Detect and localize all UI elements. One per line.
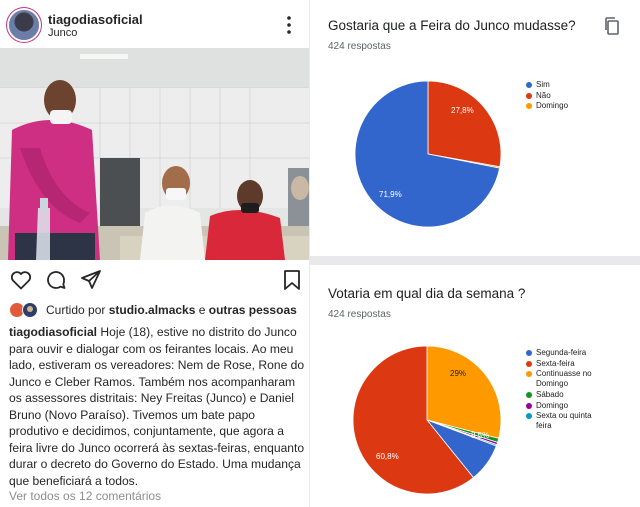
legend-item-segunda-feira: Segunda-feira	[526, 348, 606, 359]
pie-chart	[352, 345, 502, 495]
legend-swatch	[526, 413, 532, 419]
liked-by: Curtido por studio.almacks e outras pess…	[9, 301, 304, 319]
legend-swatch	[526, 103, 532, 109]
liked-middle: e	[195, 303, 209, 317]
liked-user[interactable]: studio.almacks	[108, 303, 196, 317]
post-username[interactable]: tiagodiasoficial	[48, 12, 143, 27]
avatar[interactable]	[9, 10, 39, 40]
form-response-card-2: Votaria em qual dia da semana ? 424 resp…	[310, 265, 640, 507]
legend-label: Sim	[536, 80, 550, 89]
legend-item-sexta-feira: Sexta-feira	[526, 359, 606, 370]
legend-item-domingo: Domingo	[526, 101, 568, 112]
legend-label: Continuasse no Domingo	[536, 369, 592, 388]
legend-label: Sexta ou quinta feira	[536, 411, 592, 430]
slice-label-sexta: 60,8%	[376, 452, 399, 461]
pie-slice-continuasse-no-domingo[interactable]	[426, 345, 502, 439]
legend-item-continuasse-no-domingo: Continuasse no Domingo	[526, 369, 606, 390]
slice-label-nao: 27,8%	[451, 106, 474, 115]
pie-chart	[354, 80, 502, 228]
copy-icon[interactable]	[602, 16, 622, 36]
form-response-card-1: Gostaria que a Feira do Junco mudasse? 4…	[310, 0, 640, 256]
caption-username[interactable]: tiagodiasoficial	[9, 325, 98, 339]
legend-label: Domingo	[536, 101, 569, 110]
pie-slice-sim[interactable]	[354, 80, 501, 228]
legend-swatch	[526, 392, 532, 398]
legend-swatch	[526, 82, 532, 88]
pie-slice-sexta-feira[interactable]	[352, 345, 475, 495]
instagram-post: tiagodiasoficial Junco	[0, 0, 309, 507]
legend-swatch	[526, 402, 532, 409]
legend-label: Segunda-feira	[536, 348, 587, 357]
view-comments-link[interactable]: Ver todos os 12 comentários	[9, 489, 162, 503]
legend-label: Sexta-feira	[536, 358, 575, 368]
legend-label: Sábado	[536, 390, 564, 399]
legend-swatch	[526, 360, 532, 367]
question-title: Gostaria que a Feira do Junco mudasse?	[328, 18, 576, 33]
caption-text: Hoje (18), estive no distrito do Junco p…	[9, 325, 305, 488]
comment-icon[interactable]	[44, 268, 68, 292]
legend-swatch	[526, 92, 532, 99]
legend-item-domingo: Domingo	[526, 401, 606, 412]
liked-avatars[interactable]	[9, 302, 39, 318]
post-location[interactable]: Junco	[48, 27, 78, 39]
legend-item-sabado: Sábado	[526, 390, 606, 401]
legend-swatch	[526, 371, 532, 377]
legend-item-sexta-ou-quinta-feira: Sexta ou quinta feira	[526, 411, 606, 432]
legend-item-nao: Não	[526, 91, 568, 102]
more-vertical-icon[interactable]	[282, 14, 296, 36]
legend-label: Não	[536, 90, 551, 100]
post-header: tiagodiasoficial Junco	[0, 0, 309, 48]
heart-icon[interactable]	[9, 268, 33, 292]
slice-label-sim: 71,9%	[379, 190, 402, 199]
post-caption: tiagodiasoficial Hoje (18), estive no di…	[9, 324, 305, 489]
response-count: 424 respostas	[328, 309, 391, 320]
slice-label-segunda: 8,5%	[471, 431, 490, 440]
legend-item-sim: Sim	[526, 80, 568, 91]
bookmark-icon[interactable]	[280, 268, 304, 292]
share-icon[interactable]	[79, 268, 103, 292]
chart-legend: Sim Não Domingo	[526, 80, 568, 112]
response-count: 424 respostas	[328, 41, 391, 52]
liked-others[interactable]: outras pessoas	[208, 303, 297, 317]
legend-swatch	[526, 350, 532, 356]
chart-legend: Segunda-feira Sexta-feira Continuasse no D…	[526, 348, 606, 432]
legend-label: Domingo	[536, 400, 569, 410]
pie-slice-nao[interactable]	[427, 80, 502, 168]
question-title: Votaria em qual dia da semana ?	[328, 286, 526, 301]
liked-prefix: Curtido por	[46, 303, 109, 317]
post-photo[interactable]	[0, 48, 309, 260]
slice-label-continuasse: 29%	[450, 369, 467, 378]
post-actions	[0, 268, 309, 294]
